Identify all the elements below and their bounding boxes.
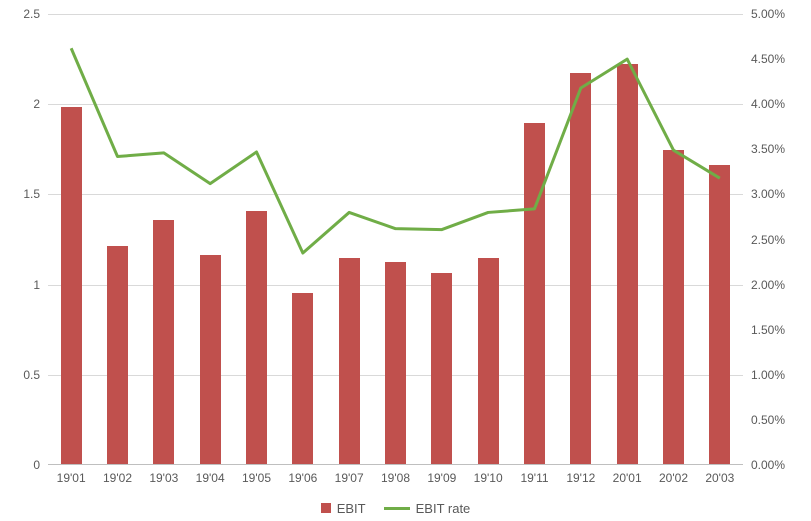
legend: EBIT EBIT rate [48, 495, 743, 521]
x-tick-label: 19'09 [427, 471, 456, 485]
y-right-tick-label: 2.50% [751, 233, 785, 247]
y-right-tick-label: 3.00% [751, 187, 785, 201]
y-right-tick-label: 4.00% [751, 97, 785, 111]
legend-label: EBIT rate [416, 501, 471, 516]
x-tick-label: 19'10 [474, 471, 503, 485]
x-tick-label: 20'03 [705, 471, 734, 485]
y-right-tick-label: 3.50% [751, 142, 785, 156]
y-right-tick-label: 1.50% [751, 323, 785, 337]
x-tick-label: 19'02 [103, 471, 132, 485]
y-right-tick-label: 0.00% [751, 458, 785, 472]
x-tick-label: 20'01 [613, 471, 642, 485]
x-tick-label: 19'01 [57, 471, 86, 485]
x-tick-label: 20'02 [659, 471, 688, 485]
x-tick-label: 19'06 [288, 471, 317, 485]
line-series-svg [48, 14, 743, 465]
x-tick-label: 19'07 [335, 471, 364, 485]
legend-item-ebit-rate: EBIT rate [384, 501, 471, 516]
legend-swatch-bar [321, 503, 331, 513]
x-tick-label: 19'12 [566, 471, 595, 485]
y-right-tick-label: 5.00% [751, 7, 785, 21]
y-left-tick-label: 1.5 [0, 187, 40, 201]
y-right-tick-label: 2.00% [751, 278, 785, 292]
x-tick-label: 19'11 [520, 471, 548, 485]
x-tick-label: 19'08 [381, 471, 410, 485]
y-left-tick-label: 0 [0, 458, 40, 472]
x-tick-label: 19'05 [242, 471, 271, 485]
y-right-tick-label: 0.50% [751, 413, 785, 427]
legend-swatch-line [384, 507, 410, 510]
ebit-rate-line [71, 48, 720, 253]
x-tick-label: 19'04 [196, 471, 225, 485]
y-right-tick-label: 4.50% [751, 52, 785, 66]
legend-item-ebit: EBIT [321, 501, 366, 516]
x-tick-label: 19'03 [149, 471, 178, 485]
legend-label: EBIT [337, 501, 366, 516]
y-left-tick-label: 0.5 [0, 368, 40, 382]
ebit-combo-chart: 0 0.5 1 1.5 2 2.5 0.00% 0.50% 1.00% 1.50% 2.00% 2.5… [0, 0, 811, 521]
y-right-tick-label: 1.00% [751, 368, 785, 382]
y-left-tick-label: 2 [0, 97, 40, 111]
y-left-tick-label: 1 [0, 278, 40, 292]
y-left-tick-label: 2.5 [0, 7, 40, 21]
